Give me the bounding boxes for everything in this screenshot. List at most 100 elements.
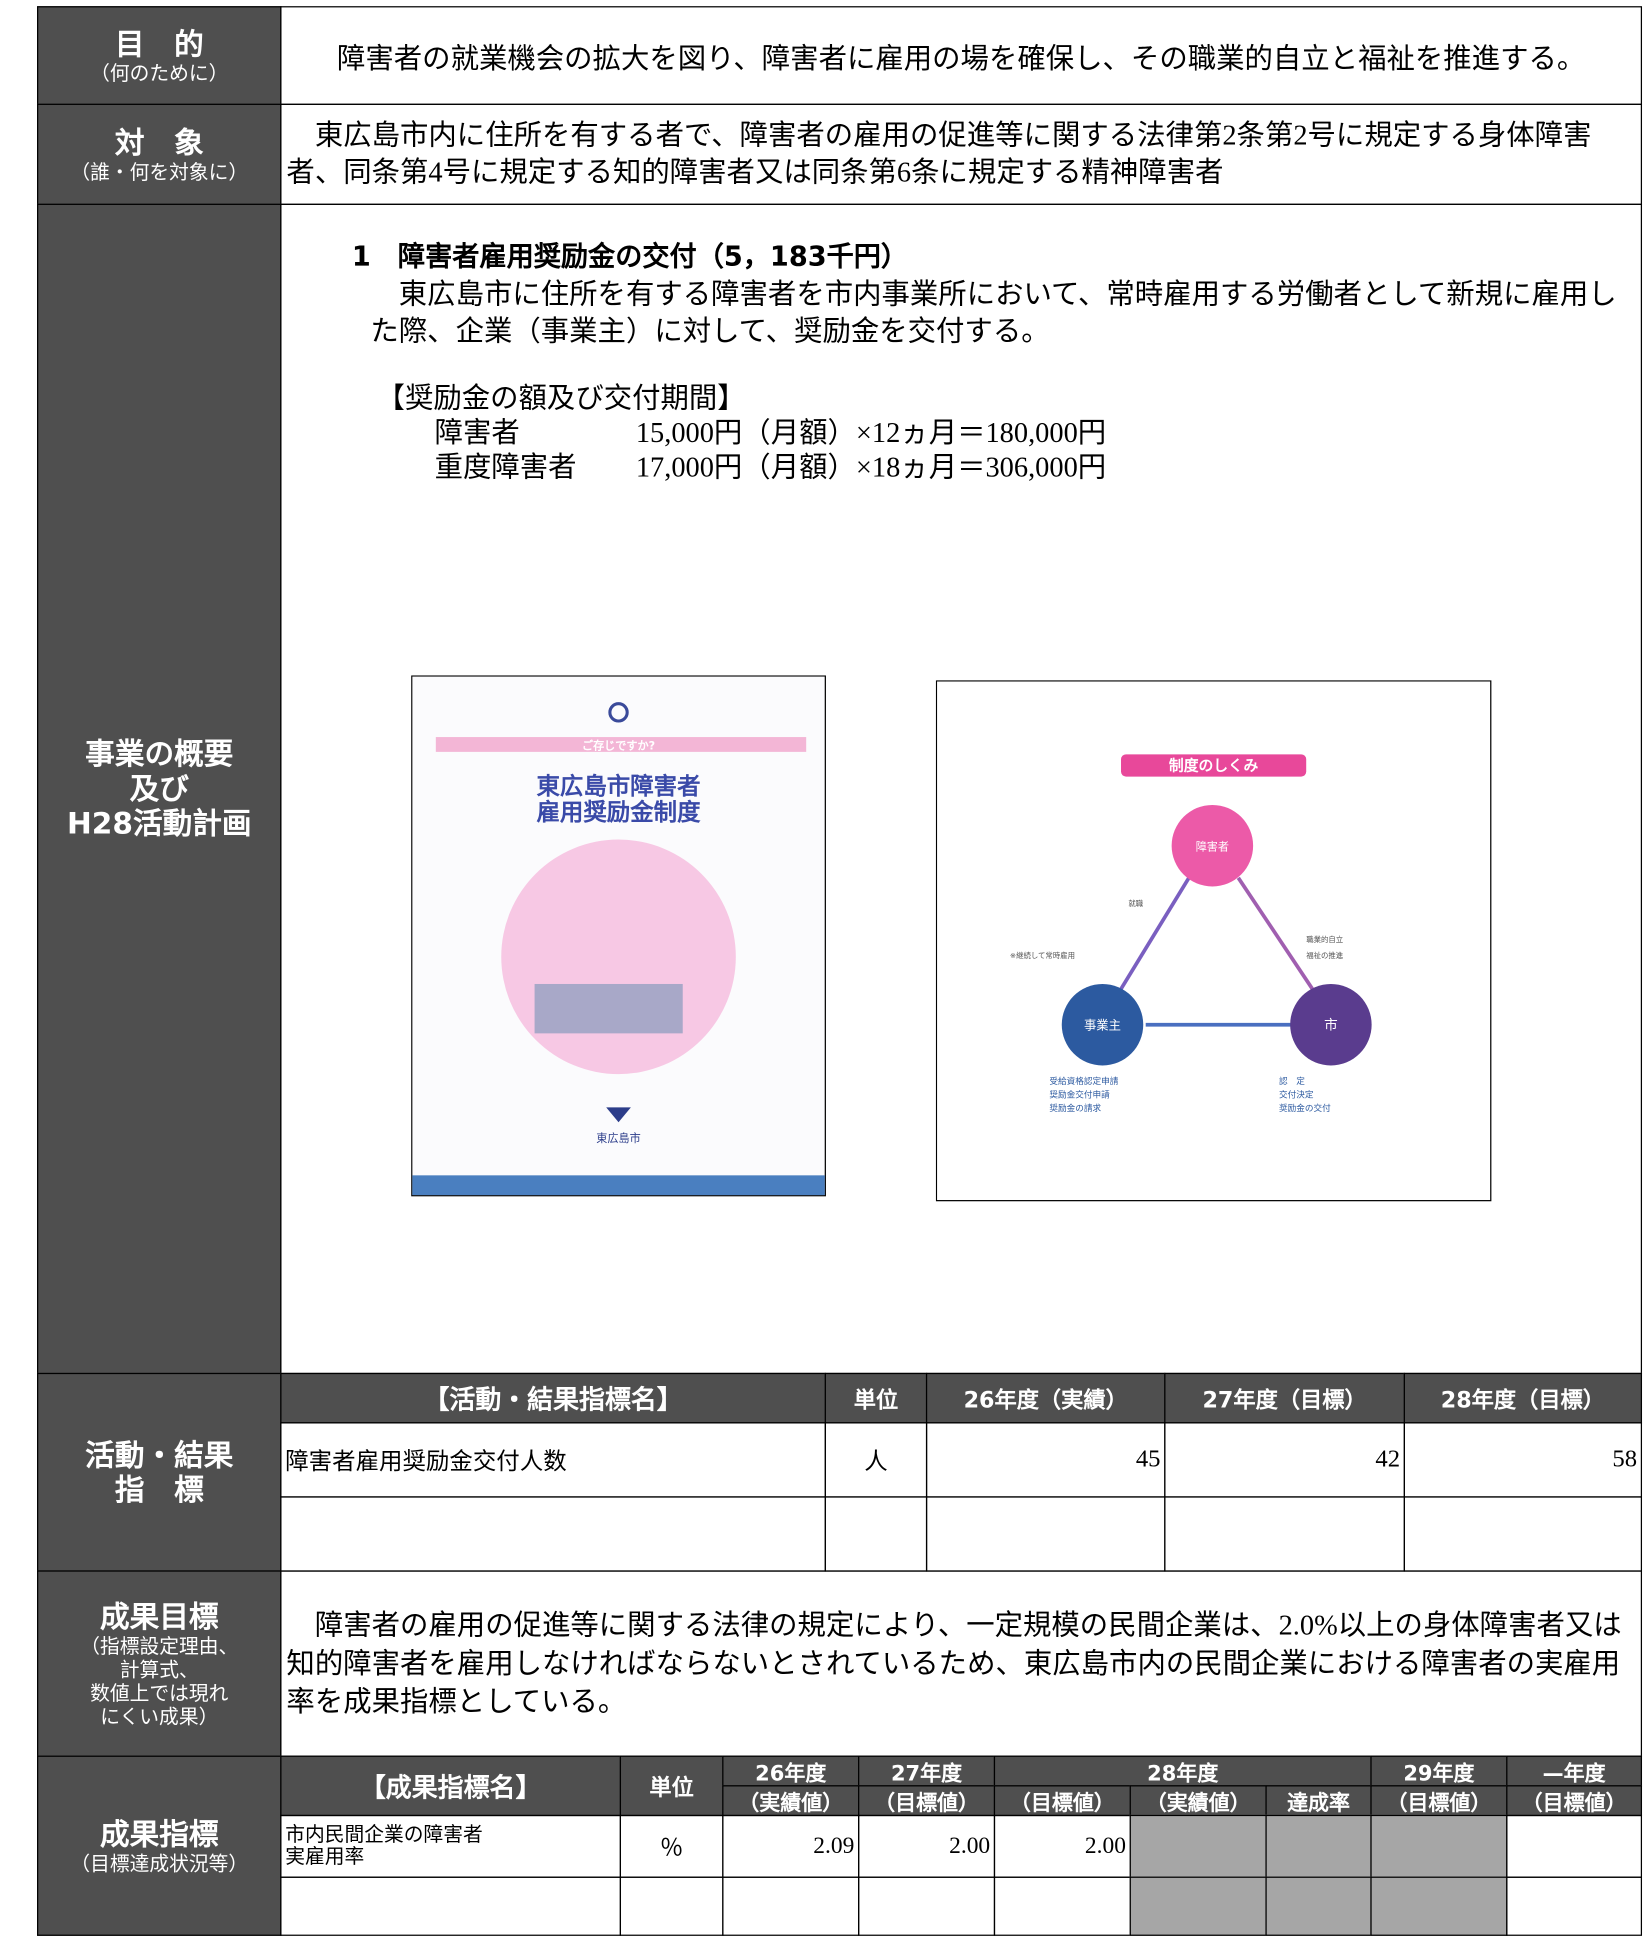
cell	[619, 1876, 724, 1936]
indicator-name: 実雇用率	[285, 1846, 365, 1868]
pamphlet: ご存じですか? 東広島市障害者 雇用奨励金制度 東広島市	[411, 675, 826, 1197]
header-cell: （目標値）	[858, 1785, 996, 1817]
cell	[1403, 1496, 1643, 1572]
cell	[280, 1496, 826, 1572]
header-cell: 28年度（目標）	[1403, 1372, 1643, 1424]
node-label: 事業主	[1084, 1019, 1121, 1033]
node-label: 市	[1324, 1017, 1338, 1034]
header-cell: （実績値）	[1129, 1785, 1267, 1817]
header-cell: —年度	[1506, 1755, 1643, 1787]
cell	[1370, 1876, 1508, 1936]
indicator-name: 市内民間企業の障害者	[285, 1824, 483, 1846]
text-cell: 東広島市内に住所を有する者で、障害者の雇用の促進等に関する法律第2条第2号に規定…	[280, 103, 1643, 205]
amount-name: 重度障害者	[434, 451, 577, 483]
label: 指 標	[114, 1472, 204, 1507]
label: 目 的	[114, 26, 204, 62]
note: にくい成果）	[100, 1704, 219, 1728]
label: H28活動計画	[66, 806, 252, 841]
header-cell: 28年度	[993, 1755, 1372, 1787]
cell: 2.00	[858, 1814, 996, 1878]
cell	[1129, 1876, 1267, 1936]
cell: 45	[925, 1422, 1166, 1498]
cell	[722, 1876, 860, 1936]
header-cell: 達成率	[1265, 1785, 1372, 1817]
tagline: ご存じですか?	[582, 738, 655, 752]
header-cell: 27年度（目標）	[1164, 1372, 1405, 1424]
header-cell: （目標値）	[1370, 1785, 1508, 1817]
cell	[1129, 1814, 1267, 1878]
cell: 2.00	[993, 1814, 1131, 1878]
cell: 人	[824, 1422, 928, 1498]
cell: ％	[619, 1814, 724, 1878]
cell	[858, 1876, 996, 1936]
note: （誰・何を対象に）	[70, 159, 249, 184]
band	[435, 737, 807, 752]
illustration	[501, 839, 736, 1075]
arrow-label: 職業的自立	[1306, 935, 1343, 944]
note: （指標設定理由、	[80, 1633, 239, 1658]
label-cell: 活動・結果指 標	[37, 1372, 282, 1572]
step: 奨励金の交付	[1279, 1102, 1331, 1114]
cell	[925, 1496, 1166, 1572]
cell	[824, 1496, 928, 1572]
header-cell: 26年度（実績）	[925, 1372, 1166, 1424]
step: 認 定	[1279, 1075, 1305, 1087]
text-cell: 障害者の雇用の促進等に関する法律の規定により、一定規模の民間企業は、2.0%以上…	[280, 1570, 1643, 1757]
label-cell: 対 象（誰・何を対象に）	[37, 103, 282, 205]
header-cell: 26年度	[722, 1755, 860, 1787]
cell	[1506, 1814, 1643, 1878]
node	[1290, 983, 1372, 1066]
cell: 58	[1403, 1422, 1643, 1498]
note: （目標達成状況等）	[70, 1851, 249, 1875]
arrow-label: ※継続して常時雇用	[1010, 951, 1075, 960]
node	[1171, 804, 1254, 887]
icon	[608, 702, 629, 723]
bottom-bar	[412, 1175, 825, 1196]
node	[1061, 983, 1144, 1066]
target-text: 東広島市内に住所を有する者で、障害者の雇用の促進等に関する法律第2条第2号に規定…	[286, 119, 1592, 188]
label: 活動・結果	[85, 1437, 234, 1473]
step: 交付決定	[1279, 1089, 1314, 1101]
cell	[1265, 1814, 1372, 1878]
header-cell: 単位	[824, 1372, 928, 1424]
label: 事業の概要	[85, 737, 234, 772]
header-cell: （目標値）	[1506, 1785, 1643, 1817]
cell	[1164, 1496, 1405, 1572]
amount-name: 障害者	[434, 417, 520, 449]
publisher: 東広島市	[596, 1131, 640, 1145]
arrow	[1236, 876, 1314, 990]
cell: 障害者雇用奨励金交付人数	[280, 1422, 826, 1498]
label-cell: 成果目標 （指標設定理由、 計算式、 数値上では現れ にくい成果）	[37, 1570, 282, 1757]
step: 奨励金交付申請	[1049, 1089, 1110, 1101]
logo	[606, 1107, 631, 1123]
cell: 2.09	[722, 1814, 860, 1878]
label-cell: 事業の概要 及び H28活動計画	[37, 203, 282, 1375]
cell	[280, 1876, 622, 1936]
cell	[1265, 1876, 1372, 1936]
label: 成果指標	[100, 1816, 219, 1852]
label: 対 象	[114, 125, 204, 160]
cell	[1370, 1814, 1508, 1878]
amounts-title: 【奨励金の額及び交付期間】	[376, 382, 746, 414]
arrow	[1119, 876, 1191, 990]
title-pill	[1121, 754, 1307, 777]
paragraph: 東広島市に住所を有する障害者を市内事業所において、常時雇用する労働者として新規に…	[370, 279, 1617, 347]
cell	[1506, 1876, 1643, 1936]
node-label: 障害者	[1196, 840, 1229, 854]
header-cell: （目標値）	[993, 1785, 1131, 1817]
diagram-title: 制度のしくみ	[1169, 756, 1259, 774]
label: 及び	[129, 771, 189, 807]
amount-formula: 17,000円（月額）×18ヵ月＝306,000円	[635, 451, 1107, 483]
note: 計算式、	[119, 1657, 199, 1681]
label-cell: 目 的（何のために）	[37, 6, 282, 105]
heading: 1 障害者雇用奨励金の交付（5，183千円）	[351, 241, 909, 273]
illustration	[534, 983, 683, 1034]
step: 受給資格認定申請	[1049, 1075, 1118, 1087]
cell	[993, 1876, 1131, 1936]
header-cell: （実績値）	[722, 1785, 860, 1817]
purpose-text: 障害者の就業機会の拡大を図り、障害者に雇用の場を確保し、その職業的自立と福祉を推…	[336, 43, 1586, 75]
header-cell: 【成果指標名】	[280, 1755, 622, 1817]
label: 成果目標	[100, 1599, 219, 1634]
